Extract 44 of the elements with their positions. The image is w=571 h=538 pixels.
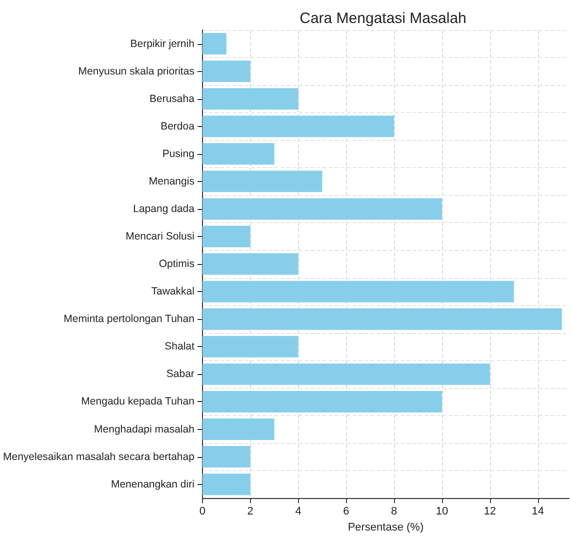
bar [202,363,490,385]
x-tick-label: 12 [484,506,496,518]
y-tick-label: Menyelesaikan masalah secara bertahap [2,450,195,463]
bar [202,253,298,275]
y-tick-label: Menenangkan diri [110,478,194,490]
y-tick-label: Pusing [162,148,195,160]
x-tick-label: 2 [247,506,254,518]
y-tick-label: Menangis [148,175,194,188]
y-tick-label: Optimis [158,258,194,270]
bar [202,308,562,330]
bar [202,390,442,412]
bar [202,170,322,192]
bar [202,143,274,165]
bar [202,418,274,440]
y-tick-label: Menghadapi masalah [94,423,195,436]
x-tick-label: 14 [532,506,544,518]
y-tick-label: Mencari Solusi [126,230,194,243]
bar [202,60,250,82]
chart-title: Cara Mengatasi Masalah [300,10,466,27]
x-axis-title: Persentase (%) [348,522,424,534]
y-tick-label: Lapang dada [133,202,195,215]
y-tick-label: Shalat [164,340,195,353]
bar [202,198,442,220]
bar [202,446,250,468]
x-tick-label: 4 [295,506,302,518]
y-tick-label: Menyusun skala prioritas [78,65,194,78]
y-tick-label: Sabar [166,368,195,380]
y-tick-label: Berusaha [149,92,195,105]
bar [202,336,298,358]
bar [202,280,514,302]
bar [202,33,226,55]
bar [202,116,394,138]
y-tick-label: Meminta pertolongan Tuhan [64,313,195,326]
y-tick-label: Berpikir jernih [130,38,195,50]
x-tick-label: 8 [391,506,398,518]
y-tick-label: Berdoa [160,120,195,132]
y-tick-label: Mengadu kepada Tuhan [81,396,195,408]
bar [202,474,250,496]
bar [202,226,250,248]
bar [202,88,298,110]
x-tick-label: 0 [199,506,206,518]
x-tick-label: 10 [436,506,448,518]
y-tick-label: Tawakkal [151,286,194,298]
x-tick-label: 6 [343,506,350,518]
